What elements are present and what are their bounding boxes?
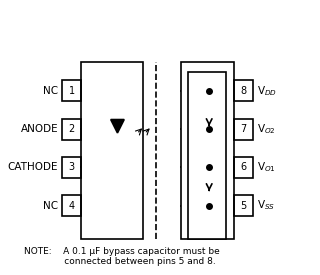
Text: 6: 6	[241, 162, 247, 172]
Text: 8: 8	[241, 86, 247, 96]
Bar	[81, 62, 143, 239]
Bar	[62, 80, 81, 101]
Bar	[234, 157, 253, 178]
Bar	[188, 72, 226, 239]
Text: V$_{O2}$: V$_{O2}$	[257, 122, 276, 136]
Text: 5: 5	[240, 200, 247, 211]
Text: 4: 4	[68, 200, 75, 211]
Text: CATHODE: CATHODE	[8, 162, 58, 172]
Text: V$_{DD}$: V$_{DD}$	[257, 84, 277, 98]
Text: ANODE: ANODE	[20, 124, 58, 134]
Text: NOTE:    A 0.1 μF bypass capacitor must be
              connected between pins : NOTE: A 0.1 μF bypass capacitor must be …	[24, 247, 220, 266]
Bar	[62, 119, 81, 140]
Text: 3: 3	[68, 162, 75, 172]
Text: 1: 1	[68, 86, 75, 96]
Text: V$_{SS}$: V$_{SS}$	[257, 199, 275, 212]
Text: NC: NC	[43, 200, 58, 211]
Bar	[62, 195, 81, 216]
Text: V$_{O1}$: V$_{O1}$	[257, 160, 276, 174]
Polygon shape	[111, 120, 124, 133]
Bar	[62, 157, 81, 178]
Text: NC: NC	[43, 86, 58, 96]
Bar	[181, 62, 234, 239]
Bar	[234, 80, 253, 101]
Bar	[234, 119, 253, 140]
Bar	[234, 195, 253, 216]
Text: 7: 7	[240, 124, 247, 134]
Text: 2: 2	[68, 124, 75, 134]
